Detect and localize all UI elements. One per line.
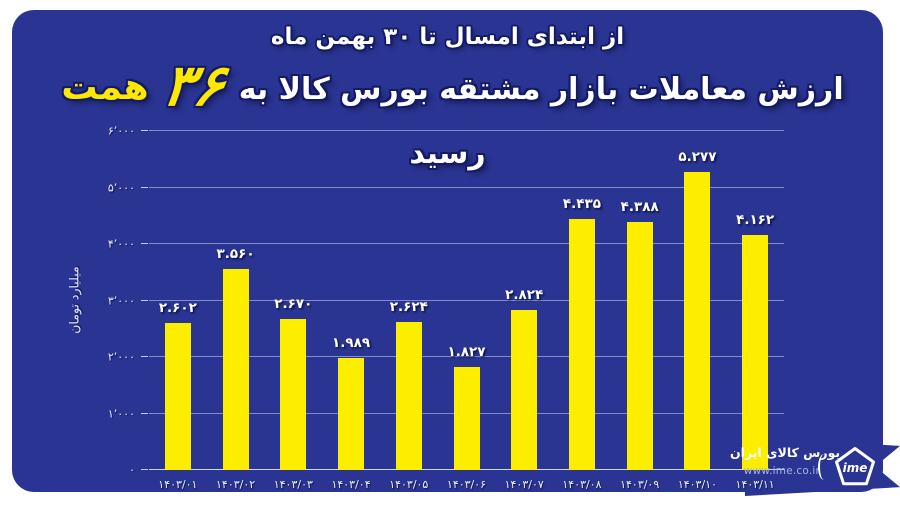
ime-pentagon-logo-icon: ime xyxy=(835,447,875,486)
brand-url: www.ime.co.ir xyxy=(743,465,820,477)
x-axis-label: ۱۴۰۳/۰۲ xyxy=(216,478,256,491)
y-tick-mark xyxy=(141,186,148,188)
plot-area: ۰ ۱٬۰۰۰ ۲٬۰۰۰ ۳٬۰۰۰ ۴٬۰۰۰ ۵٬۰۰۰ ۶٬۰۰۰ ۲.۶۰۲ ۱۴۰۳… xyxy=(108,125,784,491)
brand-footer: بورس کالای ایران www.ime.co.ir ime xyxy=(730,441,880,493)
y-tick-mark xyxy=(141,412,148,414)
gridline xyxy=(149,243,784,244)
title-suffix: رسید xyxy=(409,136,486,171)
x-axis-label: ۱۴۰۳/۱۱ xyxy=(735,478,775,491)
bar-6 xyxy=(453,366,480,470)
gridline xyxy=(149,299,784,301)
x-axis-label: ۱۴۰۳/۰۸ xyxy=(562,478,602,491)
x-axis-label: ۱۴۰۳/۰۹ xyxy=(620,478,660,491)
subtitle: از ابتدای امسال تا ۳۰ بهمن ماه xyxy=(270,24,625,50)
y-tick-label: ۰ xyxy=(129,463,135,477)
y-tick-label: ۴٬۰۰۰ xyxy=(107,237,135,251)
y-tick-mark xyxy=(141,243,148,244)
bar-value-label: ۱.۹۸۹ xyxy=(331,334,371,351)
y-tick-label: ۱٬۰۰۰ xyxy=(107,407,135,420)
gridline xyxy=(149,356,784,357)
x-axis-label: ۱۴۰۳/۰۴ xyxy=(331,478,371,491)
bar-value-label: ۴.۱۶۲ xyxy=(736,211,775,228)
bar-4 xyxy=(338,357,365,470)
bar-7 xyxy=(511,310,538,470)
x-axis-label: ۱۴۰۳/۰۵ xyxy=(389,478,429,491)
x-axis-label: ۱۴۰۳/۱۰ xyxy=(677,478,717,491)
bar-10 xyxy=(684,171,711,470)
x-axis-label: ۱۴۰۳/۰۷ xyxy=(504,478,544,491)
bar-chart: میلیارد تومان ۰ ۱٬۰۰۰ ۲٬۰۰۰ ۳٬۰۰۰ ۴٬۰۰۰ ۵٬۰۰۰… xyxy=(52,114,797,506)
bar-value-label: ۲.۶۷۰ xyxy=(274,296,313,313)
bar-value-label: ۱.۸۲۷ xyxy=(447,343,486,360)
x-axis-label: ۱۴۰۳/۰۱ xyxy=(158,478,198,491)
bar-value-label: ۲.۶۲۴ xyxy=(389,298,428,315)
y-tick-mark xyxy=(141,130,148,131)
gridline xyxy=(149,130,784,131)
bar-value-label: ۲.۸۲۴ xyxy=(505,287,544,304)
logo-bracket-icon xyxy=(818,454,830,480)
y-tick-mark xyxy=(141,299,148,301)
y-axis-title: میلیارد تومان xyxy=(66,266,82,334)
bar-1 xyxy=(164,323,191,470)
y-tick-mark xyxy=(141,469,148,470)
x-axis-label: ۱۴۰۳/۰۳ xyxy=(273,478,313,491)
bar-value-label: ۳.۵۶۰ xyxy=(216,245,255,262)
y-tick-label: ۶٬۰۰۰ xyxy=(107,124,135,138)
bar-value-label: ۴.۴۳۵ xyxy=(562,196,601,213)
bar-9 xyxy=(626,222,653,470)
gridline xyxy=(149,186,784,188)
y-tick-mark xyxy=(141,356,148,357)
y-tick-label: ۵٬۰۰۰ xyxy=(107,181,135,194)
main-title: ارزش معاملات بازار مشتقه بورس کالا به ۳۶… xyxy=(12,53,883,171)
bar-value-label: ۴.۳۸۸ xyxy=(620,199,659,216)
y-tick-label: ۲٬۰۰۰ xyxy=(107,350,135,364)
bar-8 xyxy=(568,219,595,470)
bar-value-label: ۲.۶۰۲ xyxy=(158,300,197,316)
title-unit: همت xyxy=(61,67,149,108)
infographic-card: از ابتدای امسال تا ۳۰ بهمن ماه ارزش معام… xyxy=(12,10,883,492)
x-axis-label: ۱۴۰۳/۰۶ xyxy=(446,478,487,491)
bar-2 xyxy=(222,268,249,470)
bar-3 xyxy=(280,319,307,470)
bar-5 xyxy=(395,321,422,470)
title-number: ۳۶ xyxy=(158,53,229,119)
title-prefix: ارزش معاملات بازار مشتقه بورس کالا به xyxy=(238,72,844,107)
brand-name: بورس کالای ایران xyxy=(730,445,841,460)
svg-text:ime: ime xyxy=(843,461,868,475)
bar-11 xyxy=(742,234,769,470)
y-tick-label: ۳٬۰۰۰ xyxy=(107,294,135,307)
bar-value-label: ۵.۲۷۷ xyxy=(678,148,717,165)
